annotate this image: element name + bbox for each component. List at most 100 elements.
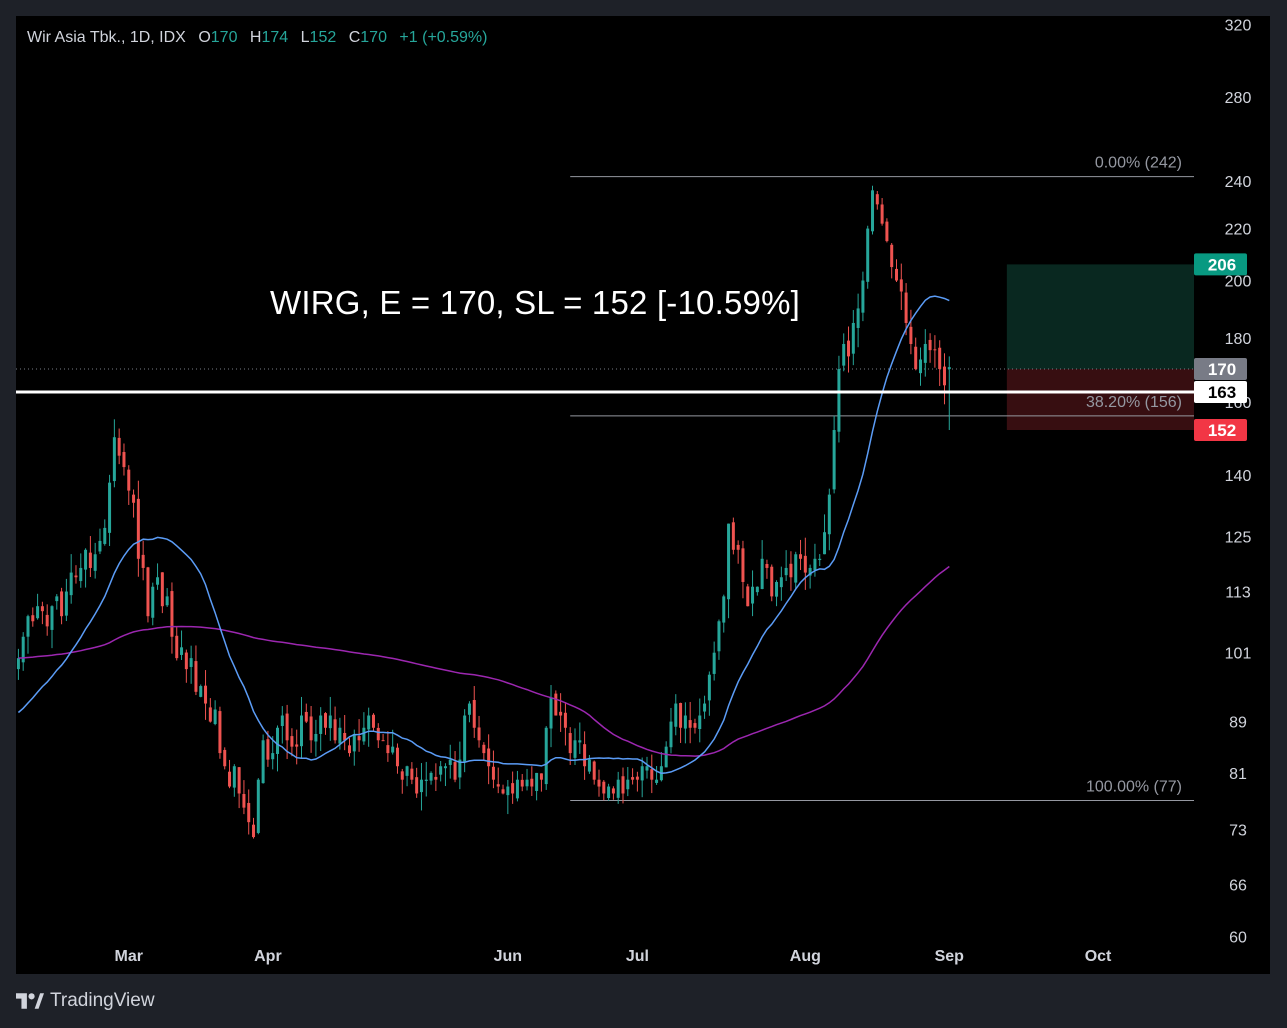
candle-body xyxy=(180,647,184,655)
x-tick-label: Jul xyxy=(626,948,649,965)
candle-body xyxy=(381,740,385,742)
candle-body xyxy=(376,727,380,741)
candle-body xyxy=(175,635,179,659)
candle-body xyxy=(813,558,817,571)
candle-body xyxy=(88,552,92,568)
y-tick-label: 101 xyxy=(1225,646,1252,663)
candle-body xyxy=(405,766,409,776)
candle-body xyxy=(693,723,697,728)
legend-symbol: Wir Asia Tbk., 1D, IDX xyxy=(27,29,186,46)
candle-body xyxy=(31,615,35,622)
candle-body xyxy=(45,614,49,627)
candle-body xyxy=(823,532,827,555)
candle-body xyxy=(784,567,788,576)
candle-body xyxy=(775,581,779,597)
fib-level-label: 100.00% (77) xyxy=(1086,779,1182,796)
candle-body xyxy=(194,661,198,692)
candle-body xyxy=(683,715,687,729)
candle-body xyxy=(851,322,855,354)
candle-body xyxy=(237,767,241,794)
candle-body xyxy=(890,244,894,268)
candle-body xyxy=(914,346,918,370)
candle-body xyxy=(304,711,308,722)
candle-body xyxy=(285,713,289,741)
y-tick-label: 81 xyxy=(1229,766,1247,783)
candle-body xyxy=(352,733,356,752)
tradingview-branding[interactable]: TradingView xyxy=(16,990,155,1012)
y-tick-label: 180 xyxy=(1225,331,1252,348)
candle-body xyxy=(146,567,150,617)
x-tick-label: Apr xyxy=(254,948,282,965)
candle-body xyxy=(16,658,20,670)
candle-body xyxy=(755,586,759,593)
candle-body xyxy=(439,766,443,775)
candle-body xyxy=(631,777,635,780)
candle-body xyxy=(487,748,491,767)
candle-body xyxy=(300,715,304,747)
y-tick-label: 125 xyxy=(1225,530,1252,547)
candles xyxy=(16,185,951,839)
candle-body xyxy=(535,772,539,791)
candle-body xyxy=(712,652,716,674)
tradingview-wordmark: TradingView xyxy=(50,990,155,1011)
candle-body xyxy=(165,596,169,606)
candle-body xyxy=(918,359,922,374)
candle-body xyxy=(453,762,457,780)
y-tick-label: 89 xyxy=(1229,715,1247,732)
candle-body xyxy=(290,736,294,747)
candle-body xyxy=(127,469,131,491)
candle-body xyxy=(458,759,462,778)
candle-body xyxy=(74,575,78,578)
candle-body xyxy=(578,740,582,743)
candle-body xyxy=(170,591,174,637)
candle-body xyxy=(520,779,524,787)
candle-body xyxy=(213,709,217,725)
candle-body xyxy=(141,554,145,568)
candle-body xyxy=(746,586,750,607)
x-tick-label: Mar xyxy=(115,948,143,965)
candle-body xyxy=(223,749,227,767)
y-tick-label: 66 xyxy=(1229,877,1247,894)
candle-body xyxy=(410,768,414,780)
candle-body xyxy=(79,567,83,582)
y-tick-label: 320 xyxy=(1225,17,1252,34)
candle-body xyxy=(736,544,740,550)
candle-body xyxy=(463,715,467,762)
candle-body xyxy=(36,606,40,619)
candle-body xyxy=(650,769,654,780)
candle-body xyxy=(261,740,265,784)
candle-body xyxy=(789,563,793,578)
candle-body xyxy=(347,745,351,754)
candle-body xyxy=(837,369,841,432)
candle-body xyxy=(189,658,193,667)
candle-body xyxy=(616,779,620,798)
price-axis-badge-label: 170 xyxy=(1208,360,1236,379)
candle-body xyxy=(942,366,946,386)
price-axis-badge xyxy=(1194,419,1247,442)
legend-close-value: 170 xyxy=(360,29,387,46)
candle-body xyxy=(295,744,299,747)
candle-body xyxy=(587,759,591,772)
candle-body xyxy=(847,340,851,357)
candle-body xyxy=(400,771,404,780)
candle-body xyxy=(856,308,860,328)
candle-body xyxy=(184,652,188,670)
candle-body xyxy=(899,279,903,292)
candle-body xyxy=(247,802,251,823)
candle-body xyxy=(765,564,769,568)
candle-body xyxy=(84,549,88,570)
candle-body xyxy=(122,452,126,468)
candle-body xyxy=(928,339,932,351)
candle-body xyxy=(156,577,160,585)
price-axis-badge-label: 152 xyxy=(1208,421,1236,440)
y-tick-label: 73 xyxy=(1229,823,1247,840)
candle-body xyxy=(419,779,423,793)
candle-body xyxy=(333,719,337,741)
candle-body xyxy=(323,713,327,728)
stop-loss-zone xyxy=(1006,369,1194,431)
candle-body xyxy=(429,772,433,781)
candle-body xyxy=(256,779,260,833)
candle-body xyxy=(472,700,476,728)
